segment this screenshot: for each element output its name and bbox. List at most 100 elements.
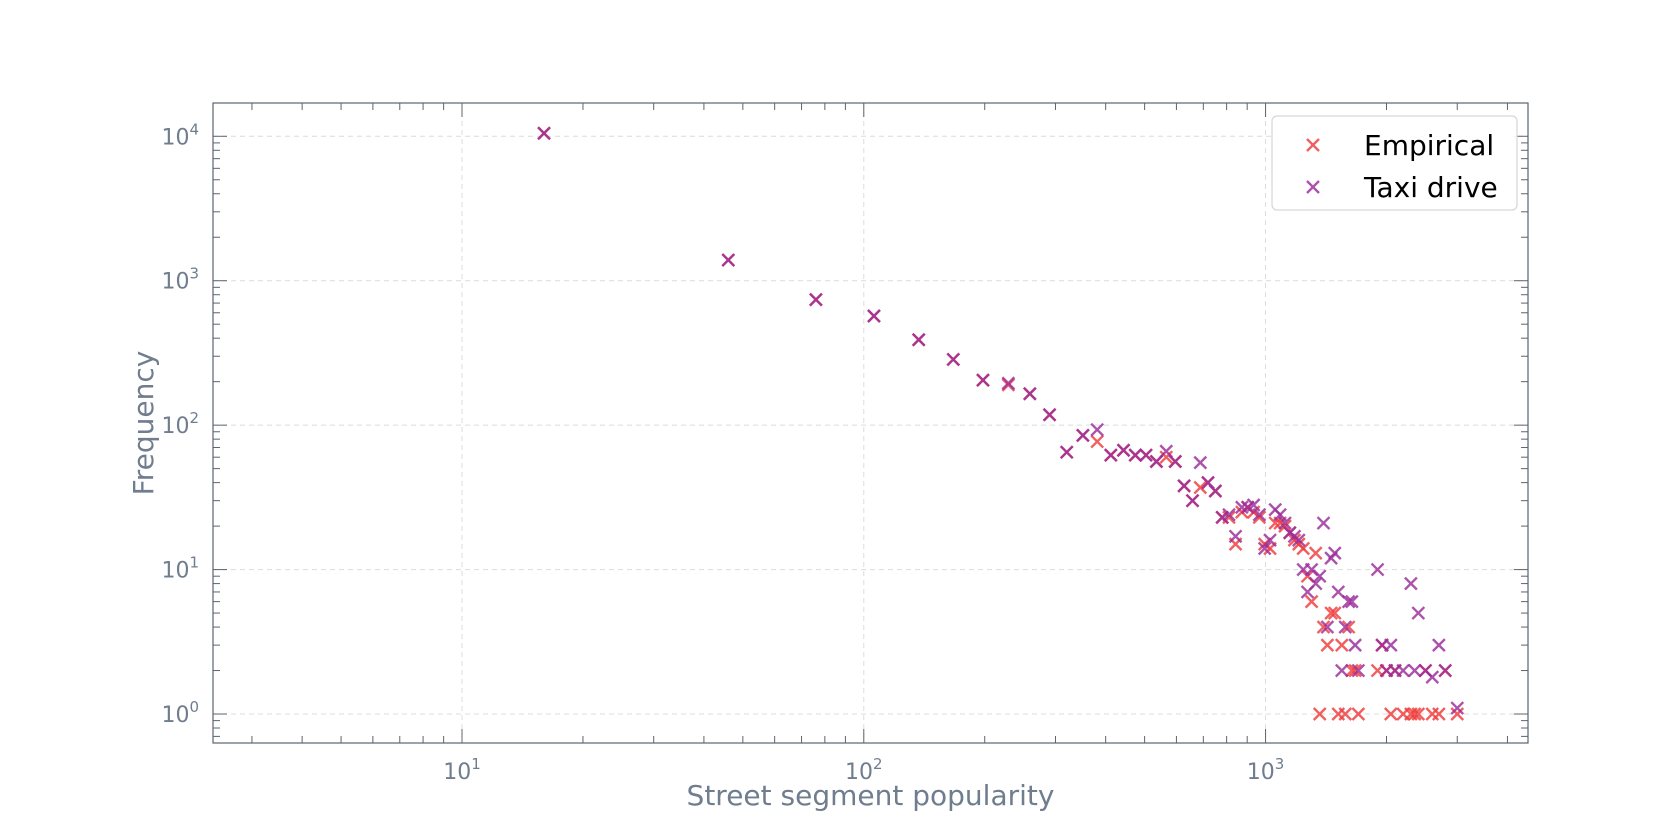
data-point <box>1222 507 1236 522</box>
data-point <box>1291 533 1306 547</box>
data-point <box>1320 638 1335 652</box>
data-point <box>1432 638 1446 652</box>
data-point <box>1383 638 1398 652</box>
data-point <box>1059 445 1074 460</box>
data-point <box>1348 638 1362 652</box>
data-point <box>1383 707 1398 721</box>
data-point <box>1316 620 1331 634</box>
data-point <box>1296 541 1311 556</box>
data-point <box>1252 510 1267 525</box>
data-point <box>1022 386 1037 401</box>
data-point <box>1425 670 1440 684</box>
data-point <box>721 253 736 267</box>
data-point <box>1324 606 1338 620</box>
data-point <box>1246 498 1261 512</box>
data-point <box>946 352 961 367</box>
data-point <box>1177 478 1191 493</box>
x-tick-labels: 101 102 103 <box>443 755 1284 785</box>
data-point <box>1168 454 1183 469</box>
data-point <box>1348 663 1362 678</box>
y-axis-label: Frequency <box>127 351 160 496</box>
y-tick-label: 103 <box>161 265 199 295</box>
data-point <box>1450 701 1465 715</box>
data-point <box>1076 428 1090 443</box>
data-points <box>537 126 1465 721</box>
data-point <box>1411 707 1426 721</box>
x-axis-label: Street segment popularity <box>687 779 1055 812</box>
data-point <box>1090 422 1105 437</box>
data-point <box>1327 546 1342 560</box>
data-point <box>1338 707 1353 721</box>
data-point <box>537 126 551 141</box>
data-point <box>1396 663 1410 678</box>
data-point <box>1312 707 1327 721</box>
data-point <box>1351 707 1366 721</box>
data-point <box>1312 569 1327 584</box>
data-point <box>1273 507 1287 522</box>
grid-lines <box>213 103 1528 743</box>
data-point <box>1193 455 1208 470</box>
legend-label: Empirical <box>1364 129 1494 162</box>
data-point <box>911 332 926 347</box>
data-point <box>1208 484 1223 498</box>
data-point <box>1252 507 1267 522</box>
series-taxi-drive <box>537 126 1465 715</box>
data-point <box>1334 663 1349 678</box>
data-point <box>1278 516 1292 530</box>
data-point <box>1103 448 1118 462</box>
data-point <box>1159 450 1174 465</box>
data-point <box>1334 638 1349 652</box>
data-point <box>1235 500 1249 515</box>
data-point <box>1139 448 1153 462</box>
data-point <box>1193 480 1208 495</box>
y-tick-label: 100 <box>161 698 199 728</box>
data-point <box>1450 707 1465 721</box>
data-point <box>1411 606 1426 620</box>
x-tick-label: 103 <box>1247 755 1285 785</box>
data-point <box>1128 448 1143 462</box>
legend-marker <box>1306 138 1320 152</box>
data-point <box>1090 434 1105 449</box>
data-point <box>1320 620 1335 634</box>
legend: Empirical Taxi drive <box>1271 115 1518 211</box>
data-point <box>1370 562 1385 577</box>
data-point <box>1116 443 1131 458</box>
data-point <box>1345 594 1359 609</box>
y-tick-labels: 100 101 102 103 104 <box>161 120 199 728</box>
data-point <box>1268 516 1283 530</box>
data-point <box>1149 454 1164 469</box>
data-point <box>1228 529 1243 544</box>
data-point <box>1308 546 1323 560</box>
legend-marker <box>1306 180 1320 194</box>
y-tick-label: 102 <box>161 409 199 439</box>
data-point <box>809 292 823 307</box>
data-point <box>1341 620 1356 634</box>
data-point <box>867 309 881 323</box>
x-tick-label: 101 <box>443 755 481 785</box>
data-point <box>1316 516 1331 530</box>
data-point <box>1407 663 1422 678</box>
data-point <box>1001 376 1016 391</box>
data-point <box>1327 606 1342 620</box>
data-point <box>1438 663 1453 678</box>
legend-label: Taxi drive <box>1363 171 1498 204</box>
data-point <box>1304 594 1319 609</box>
data-point <box>1263 533 1277 547</box>
legend-box <box>1271 115 1518 211</box>
major-ticks <box>213 103 1528 743</box>
data-point <box>1432 707 1446 721</box>
y-tick-label: 104 <box>161 120 199 150</box>
data-point <box>1185 493 1200 508</box>
data-point <box>976 373 990 387</box>
data-point <box>1308 576 1323 591</box>
data-point <box>1341 594 1356 609</box>
data-point <box>1042 407 1057 422</box>
data-point <box>1331 585 1346 599</box>
x-tick-label: 102 <box>845 755 883 785</box>
minor-ticks <box>213 103 1528 743</box>
data-point <box>1338 620 1353 634</box>
data-point <box>1407 707 1422 721</box>
data-point <box>1404 576 1418 591</box>
plot-frame <box>212 102 1529 744</box>
